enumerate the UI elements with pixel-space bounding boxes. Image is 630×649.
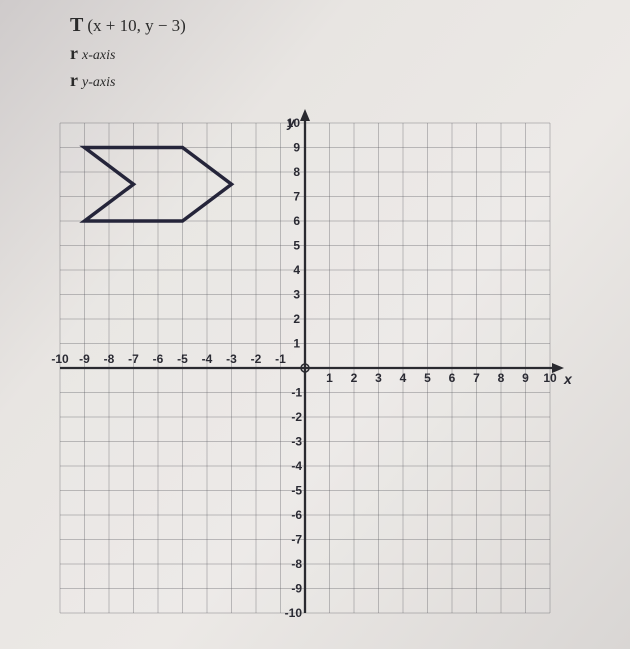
graph-svg: -10 -9 -8 -7 -6 -5 -4 -3 -2 -1 1 2 3 4 5 6 7 8 9 10 1 2 3 4 5 6 7 8… [40, 109, 585, 629]
svg-text:-2: -2 [251, 352, 262, 366]
svg-text:-1: -1 [275, 352, 286, 366]
svg-text:9: 9 [522, 371, 529, 385]
svg-text:x: x [563, 371, 573, 387]
svg-text:-6: -6 [153, 352, 164, 366]
reflection-y-line: r y-axis [70, 70, 610, 91]
translation-line: T (x + 10, y − 3) [70, 14, 610, 37]
svg-text:-10: -10 [51, 352, 69, 366]
svg-text:5: 5 [293, 239, 300, 253]
svg-text:-7: -7 [128, 352, 139, 366]
transformation-list: T (x + 10, y − 3) r x-axis r y-axis [70, 14, 610, 91]
svg-text:8: 8 [293, 165, 300, 179]
svg-text:-3: -3 [226, 352, 237, 366]
svg-text:10: 10 [543, 371, 557, 385]
reflection-symbol: r [70, 43, 78, 64]
svg-text:-7: -7 [291, 533, 302, 547]
svg-text:1: 1 [326, 371, 333, 385]
reflection-x-sub: x-axis [82, 48, 115, 64]
svg-text:-5: -5 [291, 484, 302, 498]
coordinate-graph: -10 -9 -8 -7 -6 -5 -4 -3 -2 -1 1 2 3 4 5 6 7 8 9 10 1 2 3 4 5 6 7 8… [40, 109, 585, 629]
page-container: T (x + 10, y − 3) r x-axis r y-axis -10-… [0, 0, 630, 649]
reflection-symbol: r [70, 70, 78, 91]
svg-text:6: 6 [449, 371, 456, 385]
svg-text:3: 3 [375, 371, 382, 385]
svg-text:-5: -5 [177, 352, 188, 366]
svg-text:7: 7 [473, 371, 480, 385]
svg-text:4: 4 [400, 371, 407, 385]
translation-symbol: T [70, 14, 83, 37]
svg-text:-9: -9 [79, 352, 90, 366]
svg-text:-3: -3 [291, 435, 302, 449]
svg-text:-10: -10 [285, 606, 303, 620]
svg-text:5: 5 [424, 371, 431, 385]
svg-text:-6: -6 [291, 508, 302, 522]
translation-params: (x + 10, y − 3) [87, 16, 186, 36]
svg-text:7: 7 [293, 190, 300, 204]
svg-text:2: 2 [351, 371, 358, 385]
svg-text:-8: -8 [104, 352, 115, 366]
svg-text:-8: -8 [291, 557, 302, 571]
svg-text:-4: -4 [291, 459, 302, 473]
svg-text:-2: -2 [291, 410, 302, 424]
svg-text:y: y [286, 114, 296, 130]
svg-text:-9: -9 [291, 582, 302, 596]
svg-text:1: 1 [293, 337, 300, 351]
svg-text:-4: -4 [202, 352, 213, 366]
reflection-y-sub: y-axis [82, 75, 115, 91]
svg-text:8: 8 [498, 371, 505, 385]
svg-text:3: 3 [293, 288, 300, 302]
svg-text:9: 9 [293, 141, 300, 155]
reflection-x-line: r x-axis [70, 43, 610, 64]
svg-text:4: 4 [293, 263, 300, 277]
svg-text:2: 2 [293, 312, 300, 326]
svg-text:-1: -1 [291, 386, 302, 400]
svg-text:6: 6 [293, 214, 300, 228]
